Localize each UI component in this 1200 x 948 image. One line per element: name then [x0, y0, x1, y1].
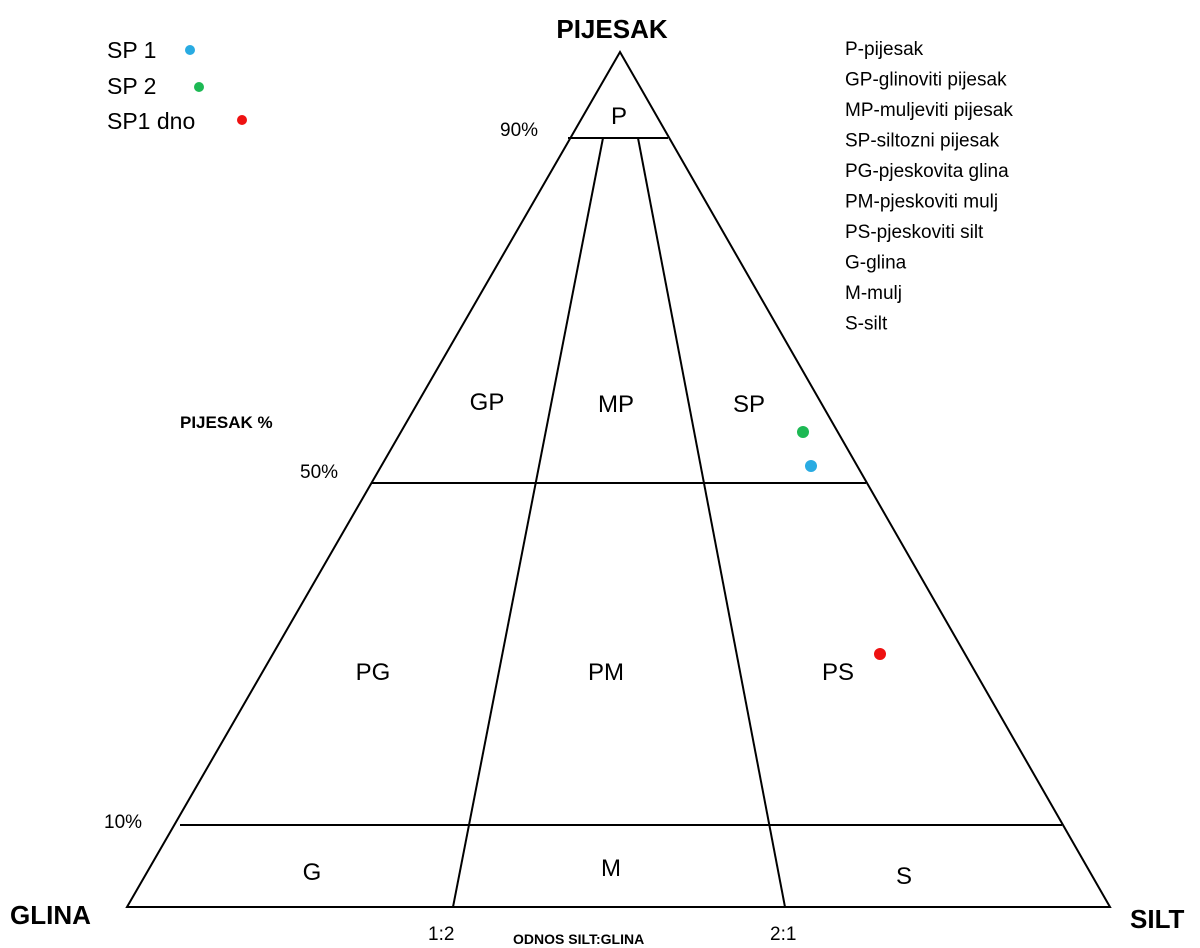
ratio-label: 2:1: [770, 924, 796, 945]
ratio-line: [637, 137, 786, 908]
legend-dot: [185, 45, 195, 55]
legend-dot: [194, 82, 204, 92]
zone-label: M: [601, 855, 621, 882]
outline: [125, 49, 1112, 908]
key-entry: GP-glinoviti pijesak: [845, 70, 1007, 91]
legend-dot: [237, 115, 247, 125]
zone-label: G: [303, 859, 322, 886]
legend-label: SP 1: [107, 37, 156, 63]
key-entry: M-mulj: [845, 283, 902, 304]
key-entry: PM-pjeskoviti mulj: [845, 192, 998, 213]
samples-legend: SP 1 SP 2 SP1 dno: [107, 37, 247, 134]
zone-label: PS: [822, 659, 854, 686]
zone-label: SP: [733, 391, 765, 418]
zone-label: S: [896, 863, 912, 890]
apex-label: PIJESAK: [556, 14, 667, 44]
ratio-label: 1:2: [428, 924, 454, 945]
key-entry: G-glina: [845, 253, 907, 274]
level-label: 90%: [500, 120, 538, 141]
ratio-line: [452, 137, 604, 908]
key-entry: S-silt: [845, 314, 888, 335]
zone-label: PM: [588, 659, 624, 686]
triangle: [125, 49, 1112, 908]
corner-label: SILT: [1130, 904, 1185, 934]
key-entry: PS-pjeskoviti silt: [845, 222, 984, 243]
legend-label: SP 2: [107, 73, 156, 99]
sample-point: [805, 460, 817, 472]
key-entry: PG-pjeskovita glina: [845, 161, 1009, 182]
zone-label: P: [611, 103, 627, 130]
axis-label: ODNOS SILT:GLINA: [513, 931, 644, 947]
level-label: 50%: [300, 462, 338, 483]
key: P-pijesak GP-glinoviti pijesak MP-muljevit…: [845, 39, 1013, 335]
sample-point: [797, 426, 809, 438]
zone-label: PG: [356, 659, 391, 686]
zone-label: MP: [598, 391, 634, 418]
zone-label: GP: [470, 389, 505, 416]
legend-label: SP1 dno: [107, 108, 195, 134]
key-entry: MP-muljeviti pijesak: [845, 100, 1013, 121]
axis-label: PIJESAK %: [180, 413, 273, 432]
key-entry: SP-siltozni pijesak: [845, 131, 1000, 152]
sample-point: [874, 648, 886, 660]
corner-label: GLINA: [10, 900, 91, 930]
level-label: 10%: [104, 812, 142, 833]
key-entry: P-pijesak: [845, 39, 924, 60]
